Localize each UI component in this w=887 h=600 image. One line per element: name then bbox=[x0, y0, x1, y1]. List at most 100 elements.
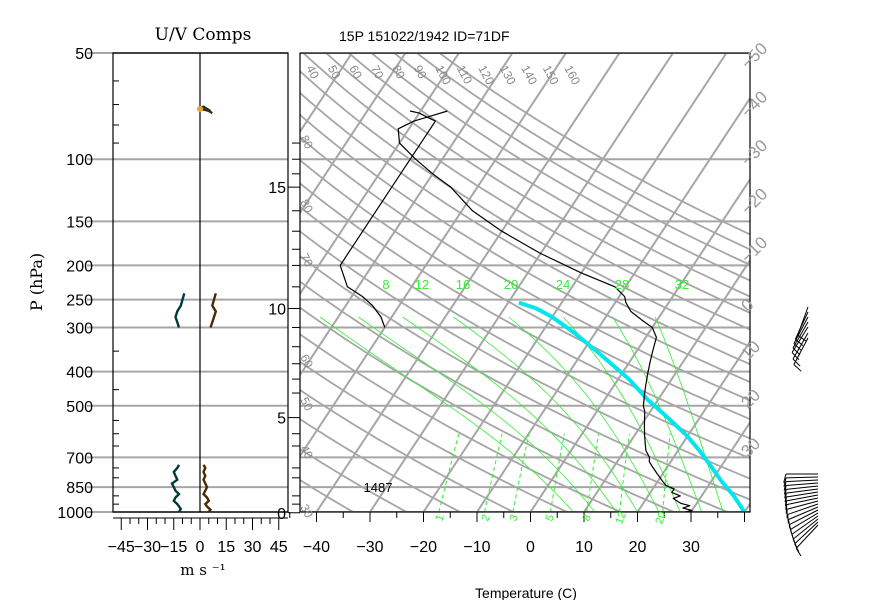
isotherm--10 bbox=[475, 96, 750, 512]
theta-label-left: 40 bbox=[297, 443, 316, 462]
dry-adiabat-430 bbox=[347, 53, 750, 298]
wind-barb-lower bbox=[785, 476, 819, 479]
wind-barb-lower bbox=[786, 479, 819, 483]
mixing-ratio-label: 20 bbox=[653, 510, 668, 526]
dry-adiabat-310 bbox=[300, 280, 731, 512]
pressure-tick-label: 850 bbox=[66, 480, 93, 497]
dry-adiabat-300 bbox=[300, 306, 677, 512]
theta-label-top: 90 bbox=[411, 63, 430, 82]
skewt-panel-frame bbox=[299, 52, 751, 513]
wind-barb-lower-flag bbox=[784, 493, 787, 503]
dry-adiabat-460 bbox=[415, 53, 750, 251]
dry-adiabat-410 bbox=[301, 53, 750, 331]
temperature-axis-label: Temperature (C) bbox=[475, 585, 577, 600]
moist-adiabat-12 bbox=[358, 316, 596, 512]
mixing-ratio-line-2 bbox=[484, 433, 503, 512]
wind-barb-upper bbox=[793, 337, 809, 365]
theta-label-left: 60 bbox=[297, 352, 316, 371]
wind-barb-lower bbox=[791, 515, 819, 535]
isotherm-0 bbox=[529, 177, 750, 512]
wind-barb-upper bbox=[793, 316, 809, 344]
theta-label-left: 30 bbox=[297, 502, 316, 521]
uv-x-tick-label: 45 bbox=[270, 539, 288, 556]
height-tick-label: 0 bbox=[277, 506, 286, 523]
dry-adiabat-340 bbox=[300, 205, 750, 460]
temperature-tick-label: −10 bbox=[463, 539, 490, 556]
pressure-tick-label: 1000 bbox=[57, 505, 93, 522]
theta-label-top: 130 bbox=[497, 63, 519, 88]
wind-barb-lower bbox=[794, 521, 819, 545]
theta-label-top: 70 bbox=[368, 63, 387, 82]
dry-adiabat-380 bbox=[300, 113, 750, 384]
dry-adiabat-270 bbox=[300, 388, 516, 512]
isotherm--50 bbox=[300, 53, 568, 458]
height-tick-label: 5 bbox=[277, 411, 286, 428]
isotherm--100 bbox=[0, 37, 309, 520]
wind-barb-upper-flag bbox=[793, 364, 802, 372]
moist-adiabat-label: 16 bbox=[456, 277, 470, 292]
dry-adiabat-390 bbox=[300, 91, 750, 366]
dry-adiabat-400 bbox=[300, 69, 750, 348]
wind-barb-lower-flag bbox=[784, 489, 787, 499]
wind-barb-lower-flag bbox=[787, 514, 789, 524]
theta-label-top: 40 bbox=[303, 63, 322, 82]
uv-x-axis-label: m s ⁻¹ bbox=[180, 561, 225, 579]
wind-barb-upper-flag bbox=[792, 358, 801, 367]
wind-barb-lower bbox=[786, 500, 819, 510]
pressure-tick-label: 100 bbox=[66, 152, 93, 169]
isotherm--30 bbox=[368, 53, 675, 512]
moist-adiabat-label: 12 bbox=[415, 277, 429, 292]
isotherm-label: −50 bbox=[737, 39, 771, 73]
wind-component-v-1 bbox=[202, 464, 213, 513]
uv-x-tick-label: 0 bbox=[196, 539, 205, 556]
theta-label-top: 80 bbox=[389, 63, 408, 82]
mixing-ratio-label: 12 bbox=[613, 510, 628, 526]
isotherm-10 bbox=[582, 258, 750, 512]
temperature-tick-label: 10 bbox=[575, 539, 593, 556]
wind-barb-lower bbox=[786, 485, 819, 490]
theta-label-top: 140 bbox=[518, 63, 540, 88]
wind-barb-lower bbox=[786, 497, 819, 506]
pressure-tick-label: 300 bbox=[66, 321, 93, 338]
annotation-text: 1487 bbox=[364, 480, 393, 495]
mixing-ratio-label: 3 bbox=[507, 513, 520, 523]
mixing-ratio-line-3 bbox=[512, 433, 530, 512]
theta-label-left: 80 bbox=[297, 133, 316, 152]
isotherm-label: 20 bbox=[737, 386, 764, 413]
wind-barb-lower bbox=[790, 512, 819, 530]
dry-adiabat-440 bbox=[370, 53, 750, 282]
pressure-tick-label: 700 bbox=[66, 450, 93, 467]
wind-barb-lower bbox=[786, 488, 819, 494]
mixing-ratio-label: 5 bbox=[543, 513, 556, 523]
wind-barb-lower bbox=[787, 503, 819, 515]
isotherm-20 bbox=[636, 339, 750, 512]
moist-adiabat-16 bbox=[402, 316, 617, 512]
pressure-tick-label: 50 bbox=[75, 46, 93, 63]
pressure-tick-label: 500 bbox=[66, 399, 93, 416]
uv-x-tick-label: −45 bbox=[108, 539, 135, 556]
temperature-tick-label: −30 bbox=[356, 539, 383, 556]
isotherm-label: 0 bbox=[737, 295, 757, 315]
wind-barb-upper-flag bbox=[797, 334, 807, 342]
pressure-tick-label: 250 bbox=[66, 293, 93, 310]
temperature-tick-label: 30 bbox=[682, 539, 700, 556]
dry-adiabat-260 bbox=[300, 417, 463, 512]
isotherm-30 bbox=[689, 420, 750, 512]
dry-adiabat-360 bbox=[300, 158, 750, 421]
skewt-panel-title: 15P 151022/1942 ID=71DF bbox=[339, 28, 510, 44]
wind-barb-lower bbox=[789, 509, 819, 525]
theta-label-top: 150 bbox=[540, 63, 562, 88]
moist-adiabat-36 bbox=[654, 316, 724, 512]
isotherm-label: −40 bbox=[737, 87, 771, 121]
temperature-profile bbox=[397, 110, 693, 512]
dry-adiabat-280 bbox=[300, 360, 570, 512]
wind-barb-lower-flag bbox=[783, 485, 787, 495]
dry-adiabat-250 bbox=[300, 448, 409, 512]
dry-adiabat-290 bbox=[300, 333, 623, 512]
isotherm--70 bbox=[300, 53, 461, 296]
pressure-tick-label: 400 bbox=[66, 365, 93, 382]
dry-adiabat-450 bbox=[392, 53, 750, 266]
parcel-trace bbox=[518, 300, 747, 512]
